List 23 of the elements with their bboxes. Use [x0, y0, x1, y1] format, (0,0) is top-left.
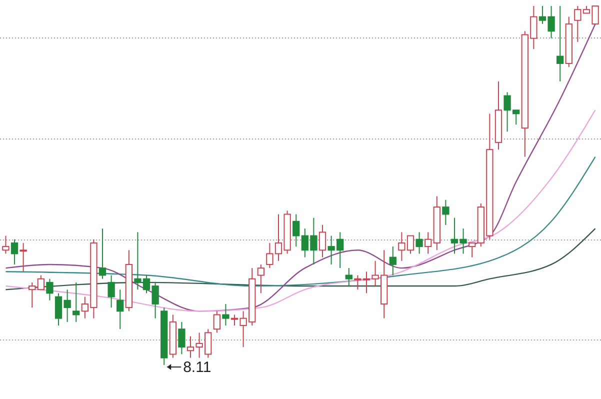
candlestick — [178, 321, 186, 355]
candlestick — [10, 238, 18, 265]
candlestick — [345, 268, 352, 287]
candlestick — [28, 282, 36, 308]
candlestick — [98, 228, 106, 280]
candlestick — [37, 274, 44, 290]
candlestick — [424, 232, 432, 254]
candlestick — [468, 242, 476, 258]
candlestick — [46, 278, 54, 301]
candlestick — [257, 264, 264, 294]
annotation: 8.11 — [183, 359, 212, 376]
candlestick — [556, 6, 564, 82]
candlestick — [318, 224, 326, 258]
candlestick — [20, 242, 27, 272]
candlestick — [222, 303, 230, 326]
candlestick — [116, 289, 124, 330]
candlestick — [72, 282, 80, 322]
candlestick — [389, 246, 396, 276]
candlestick — [108, 274, 115, 308]
candlestick — [416, 232, 423, 254]
candlestick — [213, 310, 220, 334]
candlestick — [442, 199, 450, 226]
candlestick — [292, 214, 300, 248]
